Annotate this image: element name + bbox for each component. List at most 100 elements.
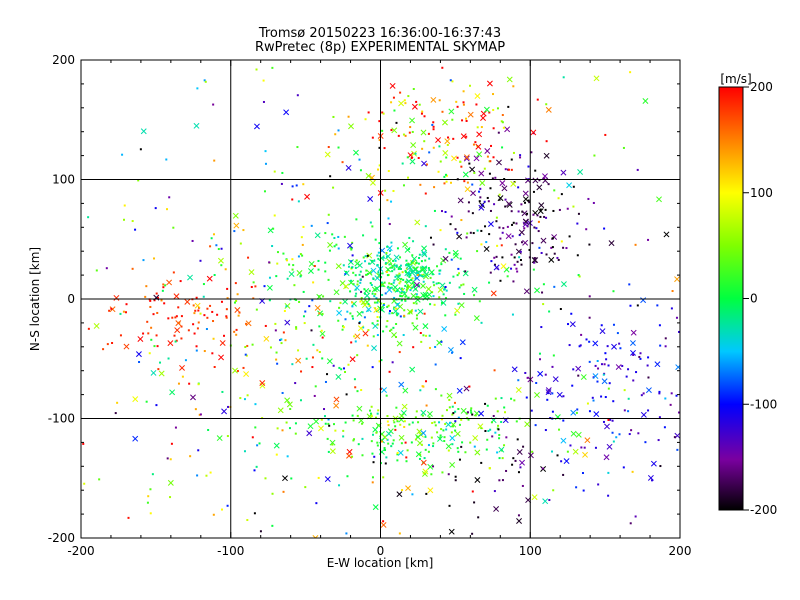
scatter-point: [419, 183, 422, 186]
scatter-point: [433, 284, 436, 287]
scatter-point: [389, 82, 396, 89]
scatter-point: [197, 449, 200, 452]
scatter-point: [334, 429, 337, 432]
scatter-point: [420, 409, 427, 416]
scatter-point: [355, 292, 358, 295]
scatter-point: [462, 270, 469, 277]
scatter-point: [411, 286, 414, 289]
scatter-point: [164, 284, 167, 287]
scatter-point: [353, 438, 356, 441]
scatter-point: [498, 446, 505, 453]
scatter-point: [123, 343, 130, 350]
scatter-point: [213, 159, 216, 162]
scatter-point: [432, 281, 435, 284]
scatter-point: [437, 170, 440, 173]
scatter-point: [331, 443, 334, 446]
scatter-point: [351, 254, 354, 257]
scatter-point: [383, 281, 386, 284]
scatter-point: [615, 364, 622, 370]
scatter-point: [404, 102, 407, 105]
scatter-point: [635, 371, 638, 374]
scatter-point: [424, 266, 427, 269]
scatter-point: [243, 450, 246, 453]
scatter-point: [294, 422, 297, 425]
scatter-point: [155, 334, 158, 337]
scatter-point: [232, 212, 239, 219]
scatter-point: [360, 299, 367, 306]
scatter-point: [424, 225, 427, 228]
scatter-point: [445, 180, 448, 183]
scatter-point: [378, 139, 381, 142]
scatter-point: [675, 316, 678, 319]
scatter-point: [460, 219, 463, 222]
scatter-point: [542, 498, 549, 505]
scatter-point: [501, 256, 504, 259]
scatter-point: [434, 388, 437, 391]
scatter-point: [420, 129, 427, 136]
scatter-point: [480, 243, 483, 246]
scatter-point: [169, 496, 172, 499]
scatter-point: [581, 472, 584, 475]
scatter-point: [380, 283, 383, 286]
scatter-point: [446, 143, 449, 146]
scatter-point: [452, 249, 459, 256]
scatter-point: [359, 300, 362, 303]
scatter-point: [496, 410, 499, 413]
scatter-point: [534, 424, 537, 427]
scatter-point: [448, 398, 451, 401]
scatter-point: [346, 452, 352, 459]
scatter-point: [367, 303, 370, 306]
scatter-point: [344, 273, 347, 276]
scatter-point: [179, 280, 182, 283]
scatter-point: [576, 408, 579, 411]
scatter-point: [114, 412, 117, 415]
scatter-point: [302, 183, 305, 186]
scatter-point: [321, 336, 324, 339]
scatter-point: [403, 298, 406, 301]
scatter-point: [449, 79, 452, 82]
scatter-point: [218, 354, 225, 361]
scatter-point: [506, 275, 509, 278]
scatter-point: [488, 172, 491, 175]
scatter-point: [600, 395, 603, 398]
scatter-point: [391, 361, 394, 364]
scatter-point: [428, 268, 431, 271]
scatter-point: [448, 528, 455, 535]
scatter-point: [428, 257, 431, 260]
scatter-point: [506, 76, 513, 83]
scatter-point: [540, 237, 547, 244]
scatter-point: [458, 302, 465, 309]
scatter-point: [420, 282, 427, 289]
scatter-point: [602, 373, 605, 376]
scatter-point: [545, 103, 548, 106]
scatter-point: [510, 253, 513, 256]
scatter-point: [486, 438, 489, 441]
scatter-point: [398, 282, 401, 285]
scatter-point: [490, 144, 493, 147]
scatter-point: [335, 243, 338, 246]
scatter-point: [432, 243, 435, 246]
scatter-point: [157, 368, 160, 371]
scatter-point: [486, 404, 489, 407]
scatter-point: [184, 359, 187, 362]
scatter-point: [501, 114, 504, 117]
scatter-point: [447, 346, 454, 353]
scatter-point: [651, 479, 654, 482]
scatter-point: [504, 411, 507, 414]
scatter-point: [558, 208, 561, 211]
scatter-point: [125, 311, 128, 314]
scatter-point: [428, 334, 431, 337]
scatter-point: [503, 444, 506, 447]
scatter-point: [596, 359, 599, 362]
scatter-point: [380, 359, 383, 362]
colorbar-gradient: [718, 86, 744, 511]
scatter-point: [540, 326, 543, 329]
scatter-point: [351, 315, 354, 318]
scatter-point: [443, 436, 446, 439]
scatter-point: [147, 495, 150, 498]
scatter-point: [312, 343, 315, 346]
scatter-point: [388, 223, 391, 226]
scatter-point: [476, 126, 479, 129]
scatter-point: [424, 448, 427, 451]
scatter-point: [206, 307, 209, 310]
